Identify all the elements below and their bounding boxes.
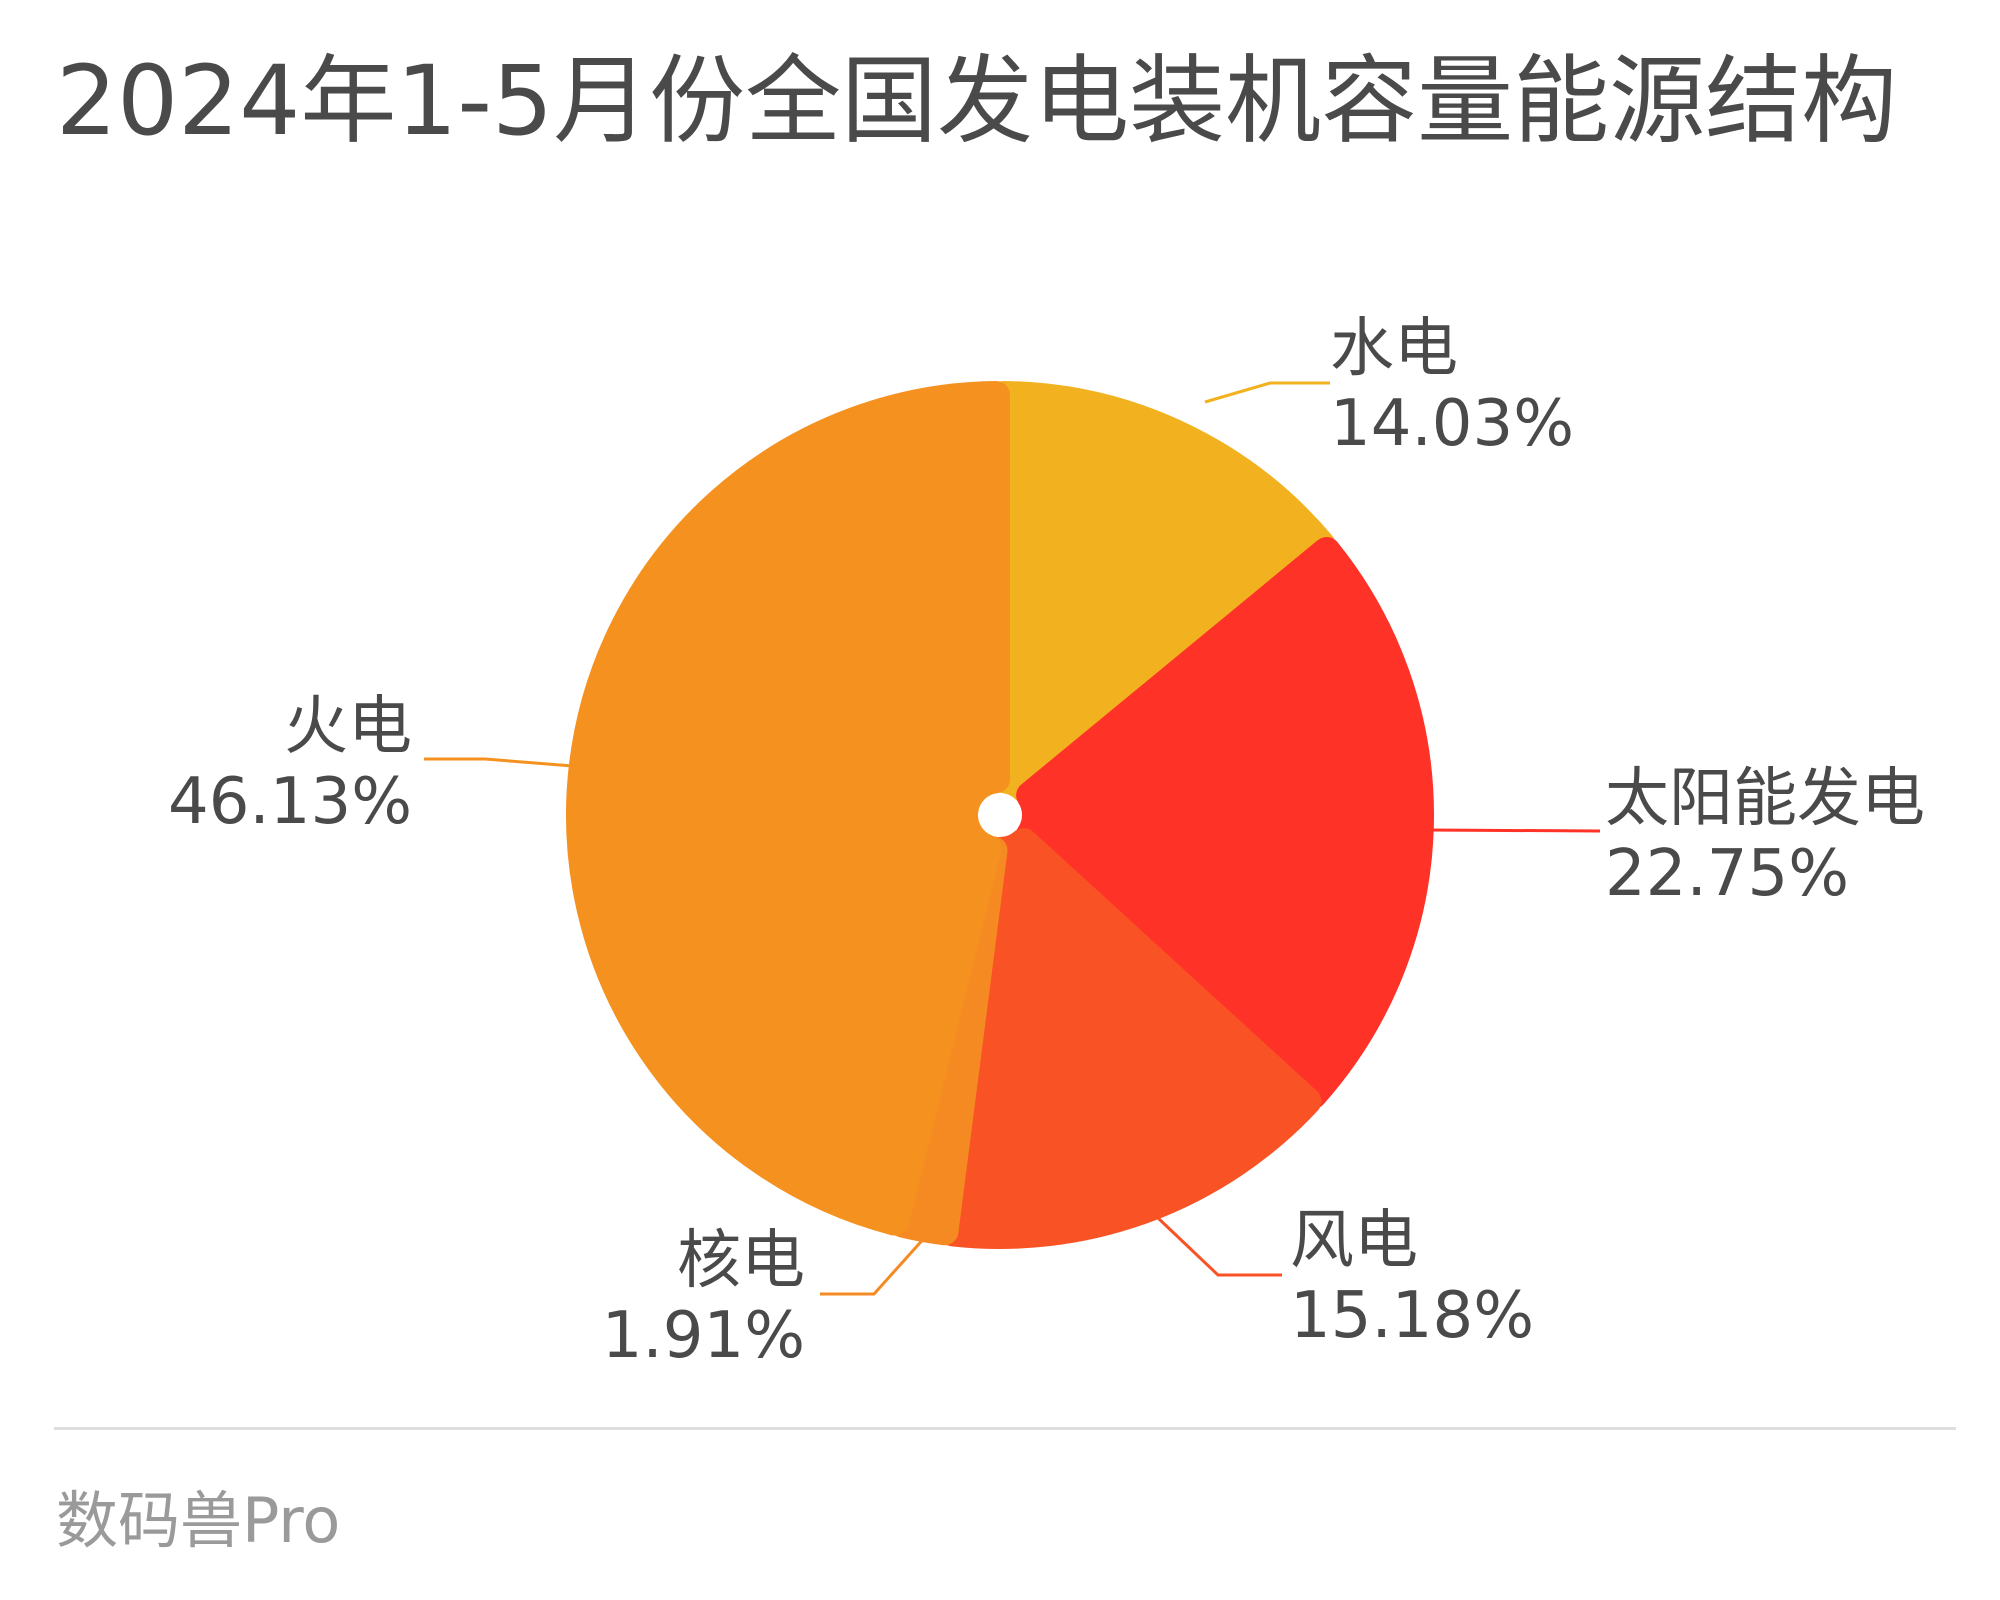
leader-line-solar <box>1427 828 1601 833</box>
footer-divider <box>54 1427 1956 1430</box>
slice-value-nuclear: 1.91% <box>602 1299 805 1373</box>
leader-line-thermal <box>424 757 586 769</box>
slice-label-thermal: 火电 <box>284 690 412 764</box>
slice-value-thermal: 46.13% <box>168 765 412 839</box>
leader-line-wind <box>1156 1216 1282 1277</box>
slice-value-solar: 22.75% <box>1605 837 1849 911</box>
slice-value-wind: 15.18% <box>1290 1279 1534 1353</box>
slice-label-hydro: 水电 <box>1330 312 1458 386</box>
slice-label-wind: 风电 <box>1290 1204 1418 1278</box>
slice-value-hydro: 14.03% <box>1330 387 1574 461</box>
slice-label-nuclear: 核电 <box>677 1224 805 1298</box>
chart-title: 2024年1-5月份全国发电装机容量能源结构 <box>56 45 1898 157</box>
pie-slice-thermal <box>566 381 1011 1236</box>
leader-line-hydro <box>1204 381 1330 404</box>
leader-line-nuclear <box>820 1233 929 1296</box>
source-credit: 数码兽Pro <box>56 1484 341 1557</box>
pie-slice-solar <box>1015 536 1434 1110</box>
slice-label-solar: 太阳能发电 <box>1605 762 1925 836</box>
